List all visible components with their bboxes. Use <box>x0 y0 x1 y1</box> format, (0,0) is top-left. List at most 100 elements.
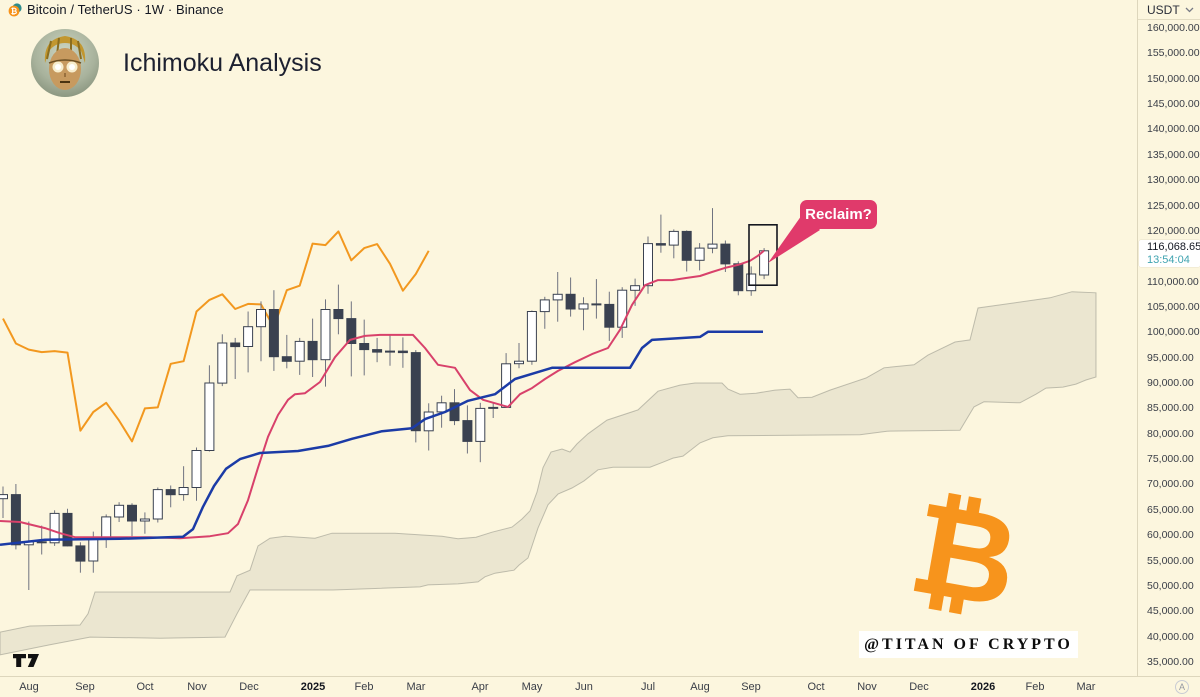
time-tick-label: Mar <box>406 681 426 693</box>
candle-down <box>333 309 344 320</box>
candle-down <box>62 512 73 547</box>
price-tick-label: 85,000.00 <box>1147 402 1194 415</box>
avatar[interactable] <box>31 29 99 97</box>
price-tick-label: 60,000.00 <box>1147 529 1194 542</box>
price-tick-label: 105,000.00 <box>1147 300 1200 313</box>
price-tick-label: 90,000.00 <box>1147 377 1194 390</box>
time-tick-label: Aug <box>690 681 710 693</box>
candle-up <box>436 402 447 413</box>
time-axis[interactable]: Aug Sep Oct Nov Dec 2025 Feb Mar Apr May Jun Jul Aug… <box>0 676 1200 697</box>
symbol-row: ₿ Bitcoin / TetherUS · 1W · Binance <box>8 2 224 17</box>
candle-up <box>191 450 202 488</box>
candle-down <box>165 489 176 496</box>
tenkan-line <box>0 249 765 540</box>
price-tick-label: 70,000.00 <box>1147 478 1194 491</box>
time-tick-label: 2026 <box>970 681 996 693</box>
chikou-span-line <box>2 230 430 443</box>
candle-down <box>655 243 666 246</box>
candle-down <box>10 494 21 546</box>
candle-down <box>720 243 731 265</box>
candle-up <box>320 309 331 361</box>
price-tick-label: 150,000.00 <box>1147 72 1200 85</box>
candle-up <box>256 309 266 328</box>
candle-up <box>114 504 125 518</box>
candle-down <box>733 263 744 292</box>
candle-up <box>0 494 8 500</box>
time-tick-label: Apr <box>471 681 489 693</box>
time-tick-label: 2025 <box>300 681 326 693</box>
time-tick-label: Jun <box>575 681 593 693</box>
time-tick-label: Dec <box>909 681 929 693</box>
symbol-title[interactable]: Bitcoin / TetherUS · 1W · Binance <box>27 2 224 17</box>
price-tick-label: 45,000.00 <box>1147 605 1194 618</box>
candle-down <box>307 340 318 361</box>
current-price-value: 116,068.65 <box>1147 240 1200 253</box>
candle-down <box>268 309 279 358</box>
price-tick-label: 65,000.00 <box>1147 503 1194 516</box>
candle-up <box>217 342 228 384</box>
candle-up <box>668 230 679 246</box>
candle-down <box>449 402 460 422</box>
price-tick-label: 125,000.00 <box>1147 199 1200 212</box>
candle-down <box>565 293 576 310</box>
candle-down <box>372 349 383 353</box>
candle-up <box>643 243 653 287</box>
price-tick-label: 140,000.00 <box>1147 123 1200 136</box>
candle-up <box>204 382 215 451</box>
time-tick-label: Oct <box>807 681 825 693</box>
price-tick-label: 100,000.00 <box>1147 326 1200 339</box>
price-chart[interactable] <box>0 0 1137 676</box>
price-tick-label: 145,000.00 <box>1147 98 1200 111</box>
candle-down <box>346 318 357 345</box>
candle-up <box>526 311 537 362</box>
time-tick-label: Nov <box>187 681 207 693</box>
candle-up <box>88 537 99 562</box>
time-tick-label: Aug <box>19 681 39 693</box>
candle-up <box>707 243 718 249</box>
price-tick-label: 160,000.00 <box>1147 22 1200 34</box>
candle-down <box>681 230 692 261</box>
time-tick-label: Oct <box>136 681 154 693</box>
price-tick-label: 75,000.00 <box>1147 453 1194 466</box>
idea-header: Ichimoku Analysis <box>31 29 322 97</box>
candle-up <box>552 293 563 301</box>
candle-up <box>539 299 550 313</box>
candle-up <box>630 285 641 291</box>
auto-scale-button[interactable]: A <box>1175 680 1189 694</box>
candle-up <box>243 326 254 348</box>
price-tick-label: 110,000.00 <box>1147 275 1199 288</box>
price-tick-label: 95,000.00 <box>1147 351 1194 364</box>
currency-dropdown[interactable]: USDT <box>1138 0 1200 20</box>
candle-up <box>152 489 163 520</box>
tradingview-logo[interactable] <box>12 652 42 669</box>
candle-down <box>359 343 370 351</box>
price-tick-label: 135,000.00 <box>1147 148 1200 161</box>
candle-down <box>604 303 615 328</box>
candle-up <box>294 340 305 362</box>
price-tick-label: 50,000.00 <box>1147 579 1194 592</box>
candle-down <box>36 541 47 544</box>
candle-up <box>694 247 705 261</box>
price-axis[interactable]: USDT 160,000.00 155,000.00 150,000.00 145,0… <box>1137 0 1200 676</box>
candle-up <box>746 273 757 292</box>
candle-up <box>578 303 589 310</box>
candle-down <box>591 303 602 306</box>
time-tick-label: Feb <box>1025 681 1045 693</box>
btc-usdt-pair-icon: ₿ <box>8 2 22 16</box>
candle-up <box>423 411 434 432</box>
candle-up <box>759 250 770 276</box>
price-tick-label: 130,000.00 <box>1147 174 1200 187</box>
reclaim-callout[interactable]: Reclaim? <box>800 200 877 229</box>
price-tick-label: 155,000.00 <box>1147 47 1200 60</box>
candle-up <box>101 516 112 539</box>
currency-label: USDT <box>1147 2 1180 17</box>
time-tick-label: Feb <box>354 681 374 693</box>
kijun-line <box>0 330 763 547</box>
price-tick-label: 120,000.00 <box>1147 224 1200 237</box>
candle-up <box>139 518 150 522</box>
candles <box>0 208 770 590</box>
candle-up <box>178 487 189 496</box>
current-price-label: 116,068.65 13:54:04 <box>1139 239 1200 267</box>
price-tick-label: 40,000.00 <box>1147 630 1194 643</box>
